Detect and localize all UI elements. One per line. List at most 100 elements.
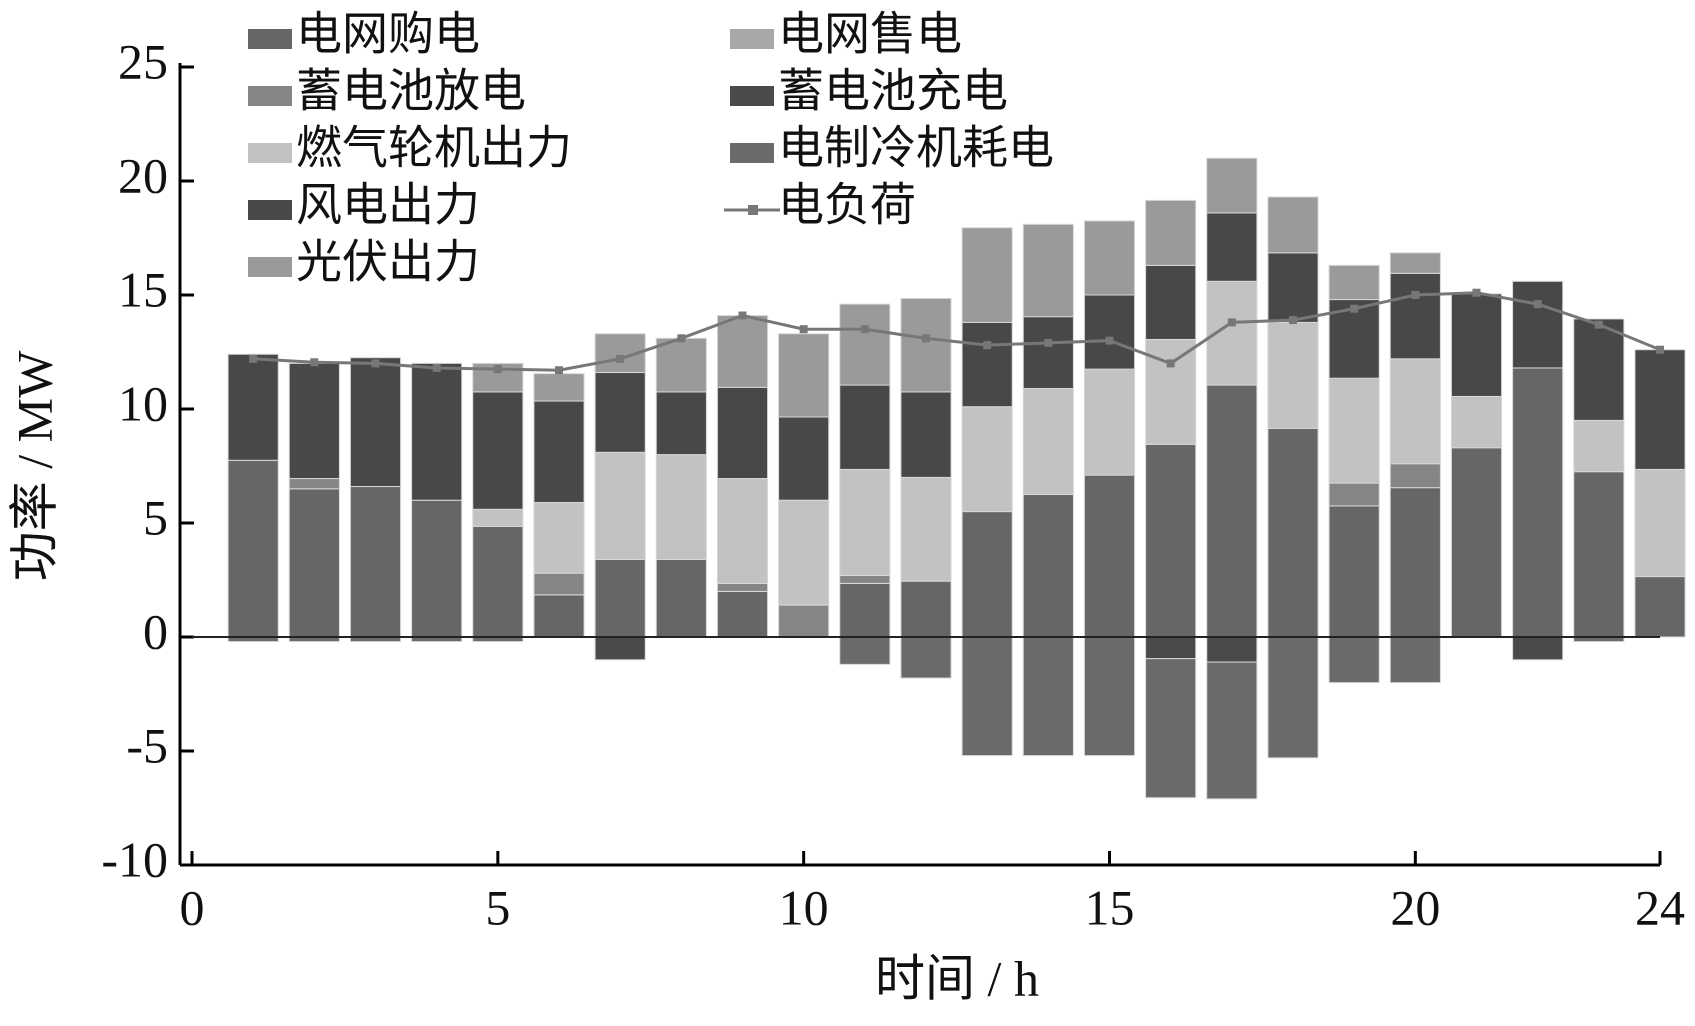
bar-segment — [594, 451, 646, 560]
bar-segment — [1634, 576, 1686, 638]
bar-segment — [1145, 338, 1197, 445]
bar-segment — [900, 391, 952, 478]
legend-label: 燃气轮机出力 — [296, 123, 572, 174]
bar-segment — [1450, 395, 1503, 449]
y-axis-label: 功率 / MW — [6, 350, 62, 581]
line-marker — [799, 325, 808, 334]
line-marker — [1105, 336, 1114, 345]
y-tick-label: 15 — [118, 261, 168, 317]
line-marker — [1166, 359, 1175, 368]
bar-segment — [227, 459, 279, 638]
bar-segment — [1512, 367, 1564, 638]
line-marker — [922, 334, 930, 343]
bar-segment — [1145, 636, 1197, 660]
bar-segment — [533, 501, 585, 574]
y-tick-label: 0 — [143, 603, 168, 659]
bar-segment — [1145, 658, 1197, 799]
bar-segment — [1389, 358, 1441, 465]
line-marker — [1044, 338, 1053, 347]
line-marker — [371, 359, 380, 368]
legend-label: 蓄电池放电 — [296, 66, 526, 117]
bar-segment — [839, 574, 891, 584]
legend-swatch — [748, 205, 758, 215]
bar-segment — [533, 572, 585, 596]
line-marker — [1594, 320, 1603, 329]
line-series — [253, 291, 1661, 372]
y-tick-label: 25 — [118, 33, 168, 89]
legend-label: 电网购电 — [296, 9, 480, 60]
bar-segment — [1083, 636, 1136, 757]
bar-segment — [1267, 321, 1319, 429]
bar-segment — [411, 499, 463, 638]
bar-segment — [961, 321, 1013, 408]
bar-segment — [1450, 447, 1503, 638]
bar-segment — [411, 362, 463, 501]
bar-segment — [961, 406, 1013, 513]
legend-label: 光伏出力 — [296, 237, 480, 288]
bar-segment — [1083, 294, 1136, 370]
legend-label: 电制冷机耗电 — [778, 123, 1054, 174]
bar-segment — [594, 558, 646, 638]
line-marker — [677, 334, 686, 343]
bar-segment — [778, 604, 830, 638]
bar-segment — [1634, 468, 1686, 578]
bar-segment — [1389, 463, 1441, 489]
bar-segment — [716, 386, 769, 480]
x-axis-label: 时间 / h — [875, 950, 1039, 1006]
line-marker — [983, 341, 992, 350]
bar-segment — [1328, 377, 1380, 484]
bar-segment — [1573, 471, 1625, 638]
bar-segment — [533, 400, 585, 503]
line-marker — [310, 358, 319, 367]
bar-segment — [472, 391, 524, 510]
legend-label: 电网售电 — [778, 9, 962, 60]
bar-segment — [1145, 443, 1197, 638]
bar-segment — [1512, 280, 1564, 369]
bar-segment — [1450, 293, 1503, 397]
bar-segment — [1206, 636, 1258, 663]
y-tick-label: -10 — [101, 831, 168, 887]
legend-swatch — [248, 143, 292, 163]
bar-segment — [1022, 387, 1074, 496]
bar-segment — [288, 478, 340, 490]
line-marker — [1472, 288, 1481, 297]
bar-segment — [594, 372, 646, 453]
bar-segment — [1145, 264, 1197, 340]
bar-segment — [778, 333, 830, 418]
bar-segment — [1328, 264, 1380, 301]
bar-segment — [655, 337, 707, 393]
bar-segment — [288, 362, 340, 480]
bar-segment — [1512, 636, 1564, 661]
legend-swatch — [730, 143, 774, 163]
bar-segment — [839, 636, 891, 665]
y-tick-label: -5 — [126, 717, 168, 773]
legend-label: 风电出力 — [296, 180, 480, 231]
line-marker — [493, 365, 502, 374]
bar-segment — [900, 476, 952, 582]
line-marker — [249, 354, 258, 363]
bar-segment — [1206, 384, 1258, 638]
bar-segment — [472, 508, 524, 527]
x-tick-label: 0 — [180, 879, 205, 935]
bar-segment — [1328, 505, 1380, 638]
bar-segment — [1389, 272, 1441, 360]
line-marker — [432, 363, 441, 372]
bar-segment — [1083, 474, 1136, 638]
legend-label: 蓄电池充电 — [778, 66, 1008, 117]
bar-segment — [1022, 494, 1074, 638]
bar-segment — [961, 227, 1013, 323]
legend-swatch — [730, 29, 774, 49]
bar-segment — [1206, 212, 1258, 282]
bar-segment — [778, 499, 830, 606]
bar-segment — [472, 525, 524, 638]
line-marker — [555, 366, 563, 375]
line-marker — [738, 311, 747, 320]
line-marker — [1227, 318, 1236, 327]
bar-segment — [1389, 252, 1441, 274]
bar-segment — [839, 303, 891, 386]
bar-segment — [1267, 636, 1319, 759]
bar-segment — [1573, 318, 1625, 421]
bar-segment — [1206, 157, 1258, 214]
bar-segment — [1022, 316, 1074, 389]
